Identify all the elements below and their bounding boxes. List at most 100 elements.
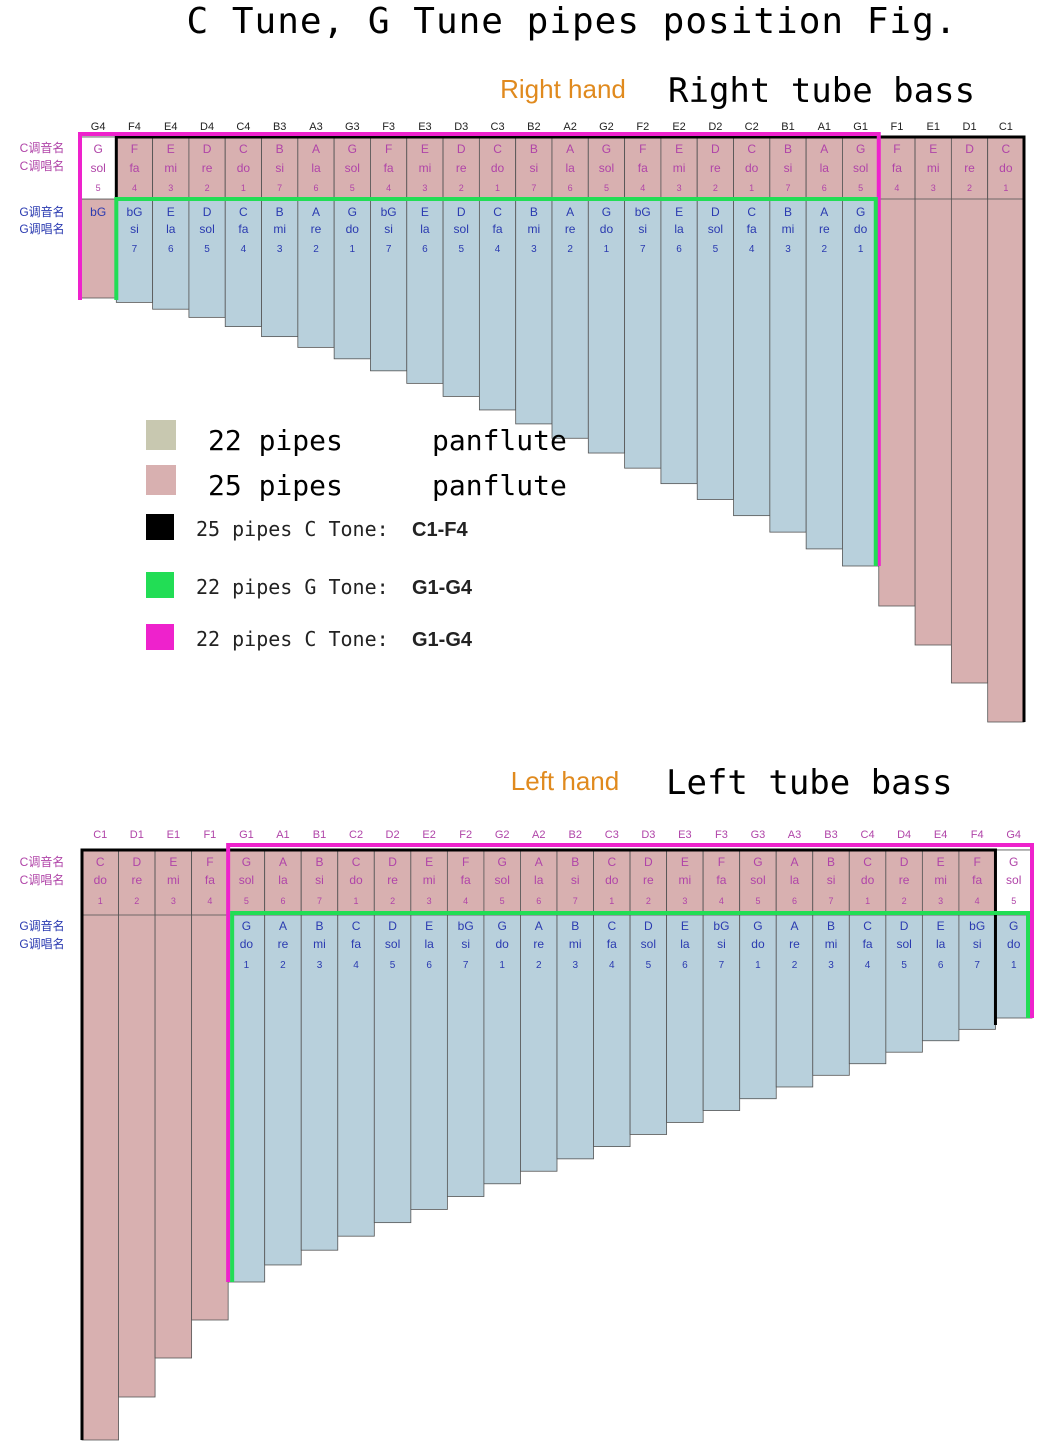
g-note: G [242, 919, 251, 933]
c-number: 1 [749, 183, 754, 193]
c-note: C [1002, 142, 1011, 156]
g-solfege: re [565, 222, 576, 236]
c-solfege: do [605, 873, 619, 887]
pipe-c-label-area [188, 136, 226, 200]
c-number: 5 [350, 183, 355, 193]
g-number: 3 [785, 244, 791, 255]
pipe-top-note: G3 [751, 829, 766, 841]
g-note: A [790, 919, 798, 933]
c-note: E [421, 142, 429, 156]
legend-label-secondary: panflute [432, 469, 567, 502]
g-note: G [498, 919, 507, 933]
pipe-top-note: A3 [309, 121, 322, 133]
c-number: 3 [938, 896, 943, 906]
g-number: 5 [204, 244, 210, 255]
c-note: C [96, 855, 105, 869]
c-number: 4 [975, 896, 980, 906]
pipe-c-label-area [921, 849, 960, 916]
pipe-c-label-area [775, 849, 814, 916]
c-solfege: do [491, 161, 505, 175]
c-note: E [167, 142, 175, 156]
g-note: G [753, 919, 762, 933]
g-note: E [675, 205, 683, 219]
c-number: 1 [609, 896, 614, 906]
g-solfege: fa [747, 222, 757, 236]
c-note: G [753, 855, 762, 869]
g-note: E [937, 919, 945, 933]
g-solfege: la [424, 937, 434, 951]
pipe-label-white [79, 136, 117, 200]
pipe-c-label-area [958, 849, 996, 916]
g-note: C [352, 919, 361, 933]
c-note: G [602, 142, 611, 156]
g-solfege: la [674, 222, 684, 236]
pipe-top-note: F1 [891, 121, 904, 133]
legend-label-secondary: panflute [432, 424, 567, 457]
g-note: G [602, 205, 611, 219]
c-solfege: re [131, 873, 142, 887]
left-tube-bass-label: Left tube bass [666, 763, 953, 803]
c-solfege: sol [495, 873, 510, 887]
legend-range: G1-G4 [412, 629, 473, 651]
g-note: A [312, 205, 320, 219]
g-note: D [900, 919, 909, 933]
c-solfege: sol [1006, 873, 1021, 887]
pipe-c-label-area [264, 849, 302, 916]
pipe-top-note: B2 [527, 121, 540, 133]
row-label-g-sing: G调唱名 [19, 221, 64, 236]
frame-22-pipes-g [230, 911, 1030, 1282]
c-number: 4 [894, 183, 899, 193]
c-number: 1 [354, 896, 359, 906]
g-number: 4 [609, 960, 615, 971]
g-note: G [856, 205, 865, 219]
c-solfege: fa [638, 161, 648, 175]
c-solfege: re [456, 161, 467, 175]
pipe-top-note: D4 [897, 829, 911, 841]
g-number: 1 [604, 244, 610, 255]
g-solfege: sol [896, 937, 911, 951]
c-note: D [132, 855, 141, 869]
c-solfege: mi [673, 161, 686, 175]
g-number: 2 [792, 960, 798, 971]
c-note: G [498, 855, 507, 869]
pipe [987, 136, 1025, 723]
c-note: A [312, 142, 320, 156]
pipe-top-note: F4 [128, 121, 141, 133]
c-note: F [718, 855, 725, 869]
g-note: D [203, 205, 212, 219]
c-solfege: mi [423, 873, 436, 887]
c-number: 6 [568, 183, 573, 193]
g-solfege: re [533, 937, 544, 951]
g-number: 4 [495, 244, 501, 255]
c-solfege: la [311, 161, 321, 175]
c-note: F [462, 855, 469, 869]
c-solfege: do [349, 873, 363, 887]
pipe-c-label-area [739, 849, 777, 916]
c-note: G [242, 855, 251, 869]
c-number: 4 [640, 183, 645, 193]
c-number: 5 [96, 183, 101, 193]
c-note: F [385, 142, 392, 156]
c-note: C [239, 142, 248, 156]
pipe [191, 849, 229, 1321]
c-number: 7 [573, 896, 578, 906]
c-number: 3 [931, 183, 936, 193]
pipe-top-note: C1 [93, 829, 107, 841]
c-solfege: la [790, 873, 800, 887]
g-note: bG [126, 205, 142, 219]
c-number: 3 [677, 183, 682, 193]
legend-label: 22 pipes [208, 424, 343, 457]
pipe-top-note: G2 [495, 829, 510, 841]
g-note: C [863, 919, 872, 933]
g-solfege: fa [863, 937, 873, 951]
g-note: A [566, 205, 574, 219]
g-note: A [820, 205, 828, 219]
g-solfege: sol [454, 222, 469, 236]
pipe-top-note: B3 [273, 121, 286, 133]
c-solfege: sol [90, 161, 105, 175]
legend-swatch [146, 624, 174, 650]
g-number: 5 [458, 244, 464, 255]
pipe-top-note: E3 [678, 829, 691, 841]
pipe-top-note: D2 [708, 121, 722, 133]
g-number: 1 [350, 244, 356, 255]
